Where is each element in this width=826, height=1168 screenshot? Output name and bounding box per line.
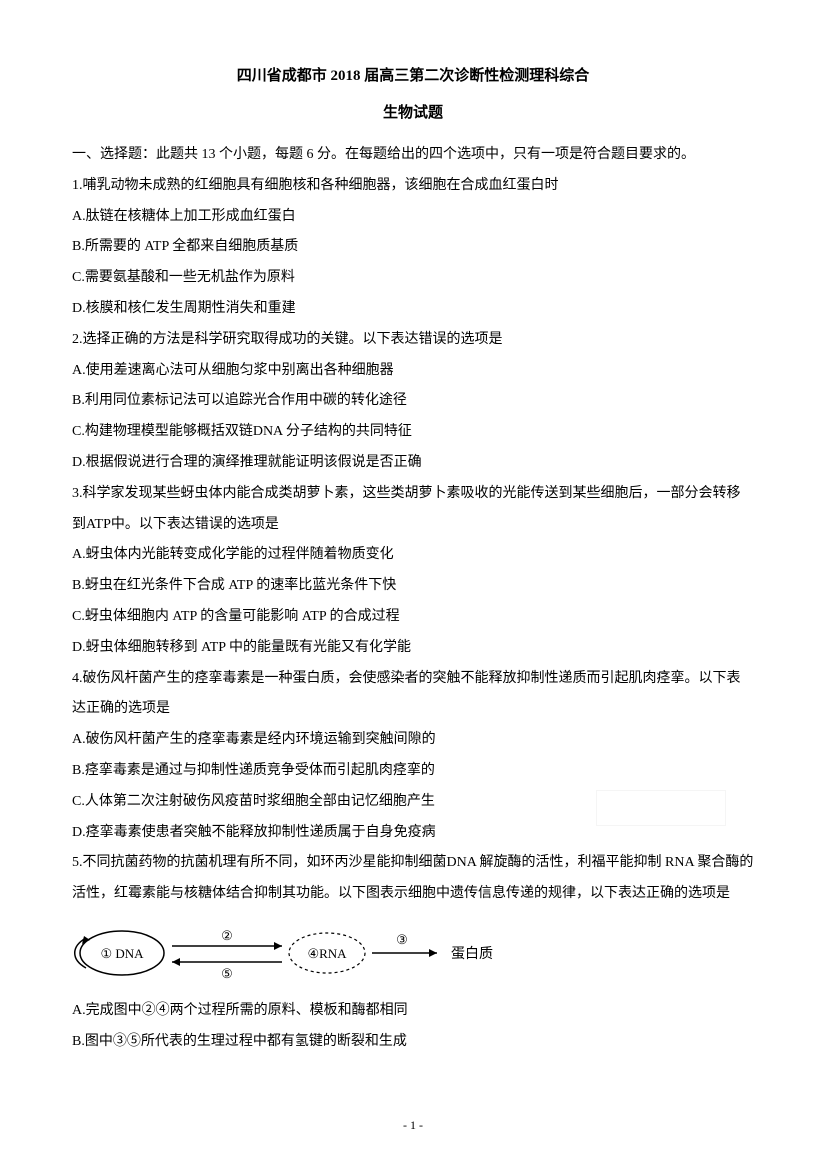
- question-3: 3.科学家发现某些蚜虫体内能合成类胡萝卜素，这些类胡萝卜素吸收的光能传送到某些细…: [72, 479, 754, 541]
- question-4-option-a: A.破伤风杆菌产生的痉挛毒素是经内环境运输到突触间隙的: [72, 725, 754, 756]
- arrow-2-label: ②: [221, 928, 233, 943]
- question-2-option-a: A.使用差速离心法可从细胞匀浆中别离出各种细胞器: [72, 356, 754, 387]
- arrow-5-label: ⑤: [221, 966, 233, 981]
- question-5-option-b: B.图中③⑤所代表的生理过程中都有氢键的断裂和生成: [72, 1027, 754, 1058]
- title-main: 四川省成都市 2018 届高三第二次诊断性检测理科综合: [72, 60, 754, 93]
- question-2-option-b: B.利用同位素标记法可以追踪光合作用中碳的转化途径: [72, 386, 754, 417]
- question-2-option-c: C.构建物理模型能够概括双链DNA 分子结构的共同特征: [72, 417, 754, 448]
- question-4: 4.破伤风杆菌产生的痉挛毒素是一种蛋白质，会使感染者的突触不能释放抑制性递质而引…: [72, 664, 754, 726]
- question-3-option-a: A.蚜虫体内光能转变成化学能的过程伴随着物质变化: [72, 540, 754, 571]
- flow-diagram: ① DNA ② ⑤ ④RNA ③ 蛋白质: [72, 918, 754, 988]
- question-1: 1.哺乳动物未成熟的红细胞具有细胞核和各种细胞器，该细胞在合成血红蛋白时: [72, 171, 754, 202]
- question-3-option-c: C.蚜虫体细胞内 ATP 的含量可能影响 ATP 的合成过程: [72, 602, 754, 633]
- question-1-option-a: A.肽链在核糖体上加工形成血红蛋白: [72, 202, 754, 233]
- question-2: 2.选择正确的方法是科学研究取得成功的关键。以下表达错误的选项是: [72, 325, 754, 356]
- question-5-option-a: A.完成图中②④两个过程所需的原料、模板和酶都相同: [72, 996, 754, 1027]
- question-5: 5.不同抗菌药物的抗菌机理有所不同，如环丙沙星能抑制细菌DNA 解旋酶的活性，利…: [72, 848, 754, 910]
- question-1-option-d: D.核膜和核仁发生周期性消失和重建: [72, 294, 754, 325]
- question-3-option-d: D.蚜虫体细胞转移到 ATP 中的能量既有光能又有化学能: [72, 633, 754, 664]
- question-2-option-d: D.根据假说进行合理的演绎推理就能证明该假说是否正确: [72, 448, 754, 479]
- arrow-3-label: ③: [396, 932, 408, 947]
- section-header: 一、选择题：此题共 13 个小题，每题 6 分。在每题给出的四个选项中，只有一项…: [72, 140, 754, 171]
- watermark-box: [596, 790, 726, 826]
- question-3-option-b: B.蚜虫在红光条件下合成 ATP 的速率比蓝光条件下快: [72, 571, 754, 602]
- node-rna: ④RNA: [307, 946, 347, 961]
- node-dna: ① DNA: [100, 946, 144, 961]
- page-number: - 1 -: [403, 1112, 423, 1138]
- question-1-option-c: C.需要氨基酸和一些无机盐作为原料: [72, 263, 754, 294]
- title-sub: 生物试题: [72, 97, 754, 130]
- question-4-option-b: B.痉挛毒素是通过与抑制性递质竞争受体而引起肌肉痉挛的: [72, 756, 754, 787]
- question-1-option-b: B.所需要的 ATP 全都来自细胞质基质: [72, 232, 754, 263]
- node-protein: 蛋白质: [451, 946, 493, 962]
